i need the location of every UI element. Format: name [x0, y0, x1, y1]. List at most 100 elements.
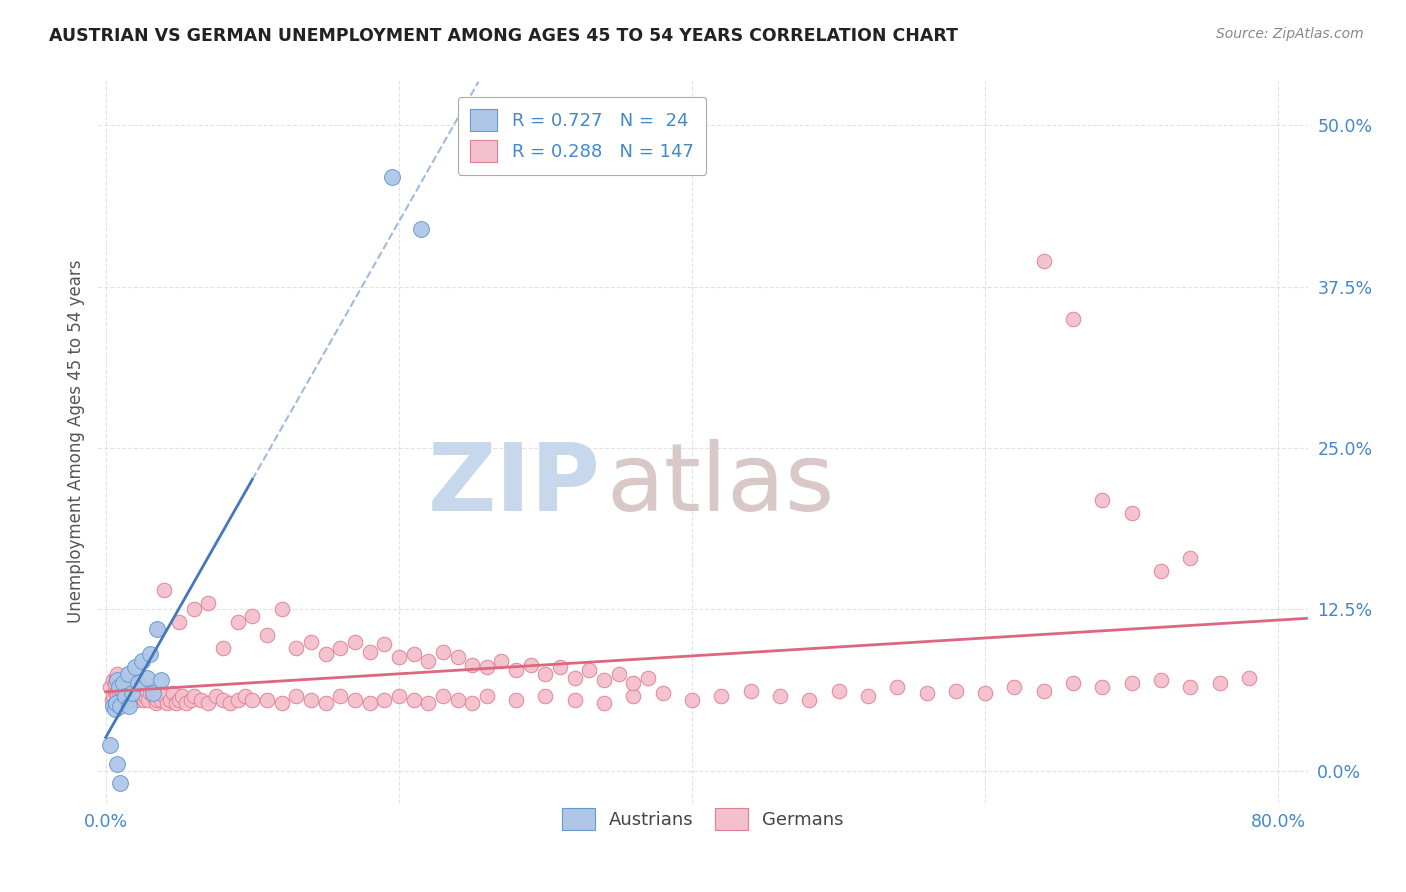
Point: [135, 671, 157, 685]
Point: [446, 692, 468, 706]
Point: [107, 757, 129, 772]
Point: [315, 697, 337, 711]
Point: [1032, 683, 1054, 698]
Point: [159, 692, 181, 706]
Point: [146, 692, 169, 706]
Point: [121, 686, 143, 700]
Point: [651, 686, 673, 700]
Point: [219, 697, 242, 711]
Point: [681, 692, 703, 706]
Point: [122, 683, 145, 698]
Point: [112, 689, 135, 703]
Point: [1032, 253, 1054, 268]
Point: [162, 686, 184, 700]
Point: [150, 692, 173, 706]
Point: [167, 692, 190, 706]
Point: [118, 680, 141, 694]
Point: [117, 683, 139, 698]
Point: [564, 692, 586, 706]
Point: [856, 689, 879, 703]
Point: [1062, 675, 1084, 690]
Point: [475, 689, 498, 703]
Point: [131, 680, 153, 694]
Point: [176, 697, 198, 711]
Point: [120, 686, 142, 700]
Point: [98, 738, 121, 752]
Point: [204, 689, 226, 703]
Point: [124, 689, 146, 703]
Point: [799, 692, 821, 706]
Point: [180, 692, 202, 706]
Point: [710, 689, 733, 703]
Point: [103, 701, 125, 715]
Point: [1091, 680, 1114, 694]
Point: [418, 654, 440, 668]
Point: [110, 776, 132, 790]
Point: [380, 169, 402, 184]
Y-axis label: Unemployment Among Ages 45 to 54 years: Unemployment Among Ages 45 to 54 years: [66, 260, 84, 624]
Point: [146, 622, 169, 636]
Point: [132, 692, 155, 706]
Point: [1121, 675, 1143, 690]
Point: [121, 692, 143, 706]
Point: [105, 697, 128, 711]
Point: [125, 686, 148, 700]
Point: [135, 683, 157, 698]
Point: [827, 683, 849, 698]
Point: [107, 666, 129, 681]
Point: [108, 680, 131, 694]
Point: [343, 634, 366, 648]
Point: [105, 671, 128, 685]
Point: [432, 689, 454, 703]
Point: [548, 660, 571, 674]
Point: [136, 692, 159, 706]
Point: [446, 650, 468, 665]
Point: [475, 660, 498, 674]
Point: [115, 675, 138, 690]
Point: [886, 680, 908, 694]
Point: [578, 663, 600, 677]
Point: [190, 692, 212, 706]
Point: [131, 654, 153, 668]
Point: [418, 697, 440, 711]
Point: [461, 657, 484, 672]
Point: [461, 697, 484, 711]
Point: [299, 634, 322, 648]
Point: [117, 666, 139, 681]
Point: [100, 692, 122, 706]
Point: [1180, 680, 1202, 694]
Point: [167, 615, 190, 630]
Point: [505, 692, 527, 706]
Point: [1004, 680, 1026, 694]
Point: [105, 686, 128, 700]
Point: [329, 689, 352, 703]
Point: [607, 666, 630, 681]
Legend: Austrians, Germans: Austrians, Germans: [555, 801, 851, 837]
Text: Source: ZipAtlas.com: Source: ZipAtlas.com: [1216, 27, 1364, 41]
Point: [621, 689, 644, 703]
Point: [432, 645, 454, 659]
Point: [945, 683, 967, 698]
Point: [769, 689, 792, 703]
Point: [388, 689, 411, 703]
Point: [359, 645, 381, 659]
Point: [740, 683, 762, 698]
Point: [156, 697, 179, 711]
Point: [165, 697, 187, 711]
Point: [564, 671, 586, 685]
Point: [226, 615, 249, 630]
Point: [1150, 564, 1173, 578]
Point: [118, 689, 141, 703]
Point: [103, 675, 125, 690]
Point: [112, 675, 135, 690]
Point: [285, 640, 308, 655]
Point: [240, 608, 263, 623]
Text: ZIP: ZIP: [427, 439, 600, 531]
Point: [129, 689, 152, 703]
Point: [1150, 673, 1173, 688]
Point: [101, 673, 124, 688]
Point: [183, 602, 205, 616]
Point: [256, 628, 278, 642]
Point: [153, 689, 176, 703]
Point: [373, 637, 395, 651]
